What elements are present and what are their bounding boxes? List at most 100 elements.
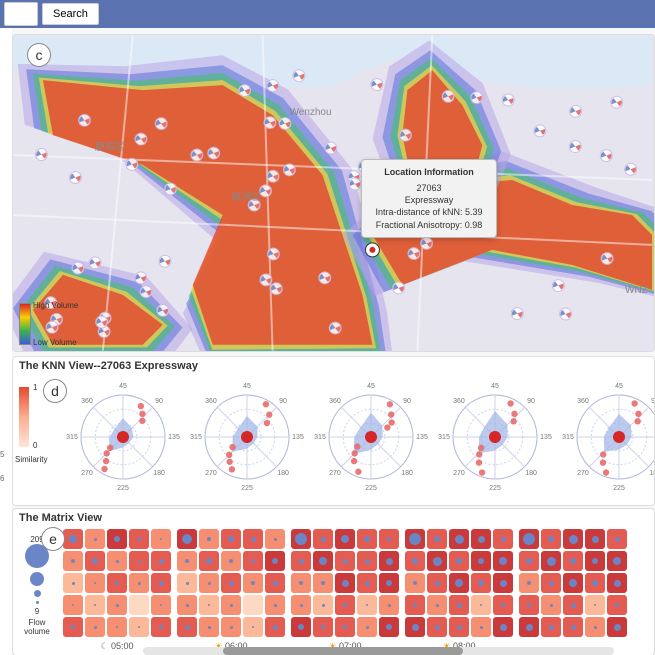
flow-dot: [342, 580, 349, 587]
matrix-cell: [607, 595, 627, 615]
flow-dot: [186, 604, 189, 607]
flow-dot: [613, 557, 621, 565]
flow-dot: [614, 580, 621, 587]
matrix-cell: [129, 529, 149, 549]
svg-text:WNZ: WNZ: [625, 285, 648, 296]
flow-legend-min: 9: [17, 607, 57, 616]
matrix-cell: [585, 573, 605, 593]
flow-dot: [455, 535, 464, 544]
flow-dot: [341, 535, 349, 543]
flow-dot: [499, 557, 507, 565]
matrix-cell: [85, 573, 105, 593]
svg-text:315: 315: [562, 434, 574, 441]
radar-chart[interactable]: 4590135180225270315360: [559, 377, 655, 497]
left-gutter: [0, 28, 12, 655]
flow-dot: [365, 559, 370, 564]
svg-text:360: 360: [577, 398, 589, 405]
heat-legend-low: Low Volume: [33, 338, 77, 347]
similarity-legend-min: 0: [33, 441, 37, 450]
matrix-cell: [243, 595, 263, 615]
flow-dot: [386, 558, 393, 565]
matrix-cell: [243, 617, 263, 637]
flow-dot: [116, 604, 119, 607]
flow-dot: [366, 604, 368, 606]
matrix-cell: [563, 551, 583, 571]
matrix-cell: [199, 573, 219, 593]
matrix-cell: [541, 529, 561, 549]
flow-dot: [116, 560, 119, 563]
matrix-cell: [63, 617, 83, 637]
tooltip-fractional: Fractional Anisotropy: 0.98: [366, 219, 492, 231]
matrix-cell: [199, 595, 219, 615]
matrix-block[interactable]: [519, 529, 627, 652]
flow-dot: [436, 604, 439, 607]
flow-dot: [526, 558, 532, 564]
search-input[interactable]: [4, 2, 38, 26]
matrix-block[interactable]: 06:00: [177, 529, 285, 652]
svg-text:360: 360: [453, 398, 465, 405]
flow-dot: [592, 536, 599, 543]
scrollbar-thumb[interactable]: [223, 647, 463, 655]
svg-text:225: 225: [613, 485, 625, 492]
svg-text:270: 270: [81, 470, 93, 477]
svg-text:Wenzhou: Wenzhou: [290, 107, 332, 118]
matrix-cell: [129, 573, 149, 593]
flow-dot: [272, 558, 278, 564]
matrix-time-label: 05:00: [100, 641, 133, 652]
radar-chart[interactable]: 4590135180225270315360: [187, 377, 307, 497]
svg-text:鹿城区: 鹿城区: [95, 140, 125, 153]
matrix-block[interactable]: 07:00: [291, 529, 399, 652]
horizontal-scrollbar[interactable]: [143, 647, 614, 655]
flow-dot: [300, 604, 303, 607]
knn-view: The KNN View--27063 Expressway d 1 0 Sim…: [12, 356, 655, 506]
matrix-cell: [199, 617, 219, 637]
radar-chart[interactable]: 4590135180225270315360: [311, 377, 431, 497]
matrix-cell: [405, 573, 425, 593]
svg-text:45: 45: [119, 383, 127, 390]
tooltip-id: 27063: [366, 182, 492, 194]
flow-dot: [388, 604, 391, 607]
flow-dot: [208, 582, 211, 585]
flow-dot: [592, 558, 598, 564]
matrix-cell: [493, 551, 513, 571]
matrix-cell: [243, 551, 263, 571]
matrix-cell: [291, 617, 311, 637]
matrix-cell: [85, 551, 105, 571]
matrix-cell: [151, 595, 171, 615]
flow-dot: [94, 604, 96, 606]
flow-dot: [457, 625, 462, 630]
flow-dot: [526, 624, 533, 631]
matrix-cell: [427, 551, 447, 571]
flow-dot: [160, 604, 162, 606]
matrix-block[interactable]: 05:00: [63, 529, 171, 652]
matrix-cell: [63, 551, 83, 571]
map-view[interactable]: Wenzhou鹿城区瓯海区WNZ c Location Information …: [12, 34, 655, 352]
matrix-cell: [243, 529, 263, 549]
flow-dot: [386, 624, 392, 630]
matrix-cell: [493, 573, 513, 593]
radar-chart[interactable]: 4590135180225270315360: [435, 377, 555, 497]
flow-dot: [115, 581, 119, 585]
radar-chart[interactable]: 4590135180225270315360: [63, 377, 183, 497]
matrix-cell: [63, 595, 83, 615]
flow-dot: [527, 581, 531, 585]
flow-dot: [274, 604, 277, 607]
matrix-cell: [493, 529, 513, 549]
matrix-cell: [107, 551, 127, 571]
matrix-cell: [471, 529, 491, 549]
flow-dot: [413, 603, 417, 607]
matrix-cell: [405, 617, 425, 637]
flow-dot: [343, 559, 348, 564]
flow-dot: [138, 626, 140, 628]
matrix-cell: [541, 595, 561, 615]
search-button[interactable]: Search: [42, 3, 99, 25]
flow-dot: [571, 625, 576, 630]
flow-dot: [594, 626, 597, 629]
flow-dot: [500, 624, 507, 631]
matrix-block[interactable]: 08:00: [405, 529, 513, 652]
flow-dot: [137, 537, 141, 541]
matrix-cell: [221, 573, 241, 593]
similarity-legend-max: 1: [33, 383, 37, 392]
matrix-cell: [427, 573, 447, 593]
matrix-cell: [221, 529, 241, 549]
